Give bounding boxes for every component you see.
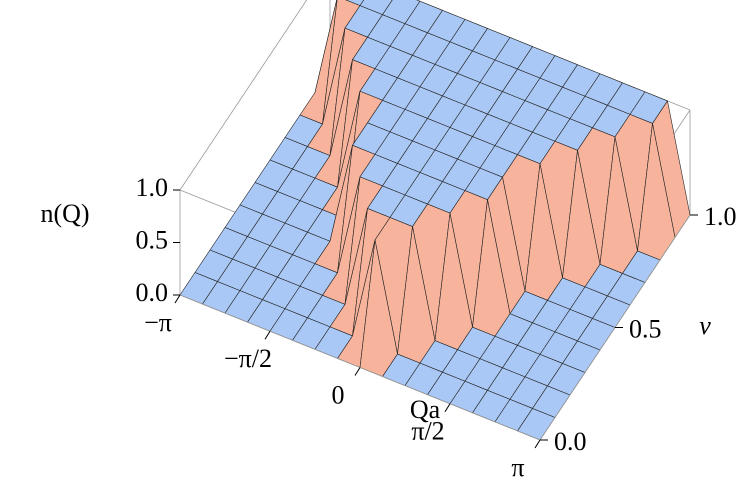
x-tick-label: π xyxy=(511,453,524,481)
x-tick xyxy=(264,330,271,340)
y-tick-label: 1.0 xyxy=(704,202,737,231)
z-tick-label: 1.0 xyxy=(136,173,169,202)
x-tick-label: −π/2 xyxy=(224,344,272,373)
z-tick-label: 0.5 xyxy=(136,225,169,254)
x-tick xyxy=(354,367,361,376)
x-axis-label: Qa xyxy=(410,395,441,424)
x-tick-label: 0 xyxy=(332,380,345,409)
y-tick-label: 0.0 xyxy=(554,427,587,456)
surface xyxy=(179,0,691,441)
z-axis-label: n(Q) xyxy=(40,199,89,228)
x-tick xyxy=(444,403,451,413)
box-edge xyxy=(179,0,308,191)
x-tick xyxy=(534,439,541,449)
y-axis-label: ν xyxy=(699,311,711,340)
x-tick-label: −π xyxy=(144,308,172,337)
x-tick-label: π/2 xyxy=(411,417,444,446)
y-tick-label: 0.5 xyxy=(629,314,662,343)
x-tick xyxy=(174,294,181,304)
z-tick-label: 0.0 xyxy=(136,278,169,307)
